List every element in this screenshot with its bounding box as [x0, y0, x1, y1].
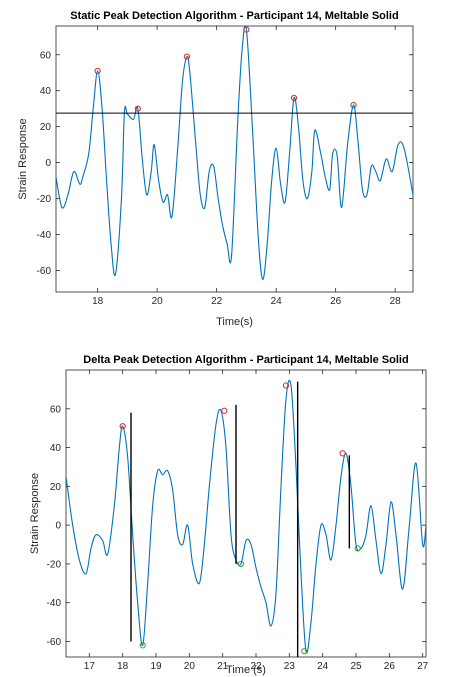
peak-marker	[134, 105, 141, 112]
strain-series-line	[56, 26, 413, 280]
y-tick-label: 20	[40, 122, 52, 133]
y-tick-label: 40	[40, 86, 52, 97]
y-tick-label: 40	[50, 443, 62, 454]
x-tick-label: 23	[284, 661, 296, 672]
x-tick-label: 19	[150, 661, 162, 672]
y-tick-label: 60	[50, 404, 62, 415]
y-tick-label: -60	[47, 637, 62, 648]
x-tick-label: 26	[330, 296, 342, 307]
peak-marker	[183, 53, 190, 60]
peak-marker	[282, 382, 290, 389]
x-tick-label: 22	[211, 296, 223, 307]
y-tick-label: -20	[37, 194, 52, 205]
plot-area	[65, 369, 427, 658]
peak-marker	[350, 101, 357, 109]
x-tick-label: 18	[92, 296, 104, 307]
chart-title: Delta Peak Detection Algorithm - Partici…	[83, 354, 408, 366]
peak-marker	[339, 450, 346, 457]
x-tick-label: 25	[350, 661, 362, 672]
x-tick-label: 28	[390, 296, 402, 307]
plot-content	[66, 379, 426, 657]
trough-marker	[237, 560, 245, 568]
strain-series-line	[66, 379, 426, 654]
x-tick-label: 20	[184, 661, 196, 672]
y-axis-label: Strain Response	[17, 118, 29, 199]
y-tick-label: 20	[50, 482, 62, 493]
x-tick-label: 22	[250, 661, 262, 672]
trough-marker	[301, 648, 308, 655]
x-tick-label: 27	[417, 661, 429, 672]
peak-marker	[94, 67, 101, 75]
y-tick-label: -20	[47, 559, 62, 570]
peak-marker	[290, 94, 298, 101]
peak-marker	[243, 26, 250, 33]
x-axis-label: Time(s)	[216, 316, 253, 328]
y-tick-label: 0	[45, 158, 51, 169]
delta-peak-chart: Delta Peak Detection Algorithm - Partici…	[29, 354, 429, 676]
plot-content	[56, 26, 413, 280]
y-tick-label: -60	[37, 266, 52, 277]
x-tick-label: 24	[271, 296, 283, 307]
static-peak-chart: Static Peak Detection Algorithm - Partic…	[17, 10, 414, 328]
peak-marker	[119, 423, 126, 430]
chart-title: Static Peak Detection Algorithm - Partic…	[70, 10, 398, 22]
y-tick-label: -40	[47, 598, 62, 609]
x-tick-label: 21	[217, 661, 229, 672]
x-tick-label: 18	[117, 661, 129, 672]
y-tick-label: 0	[55, 521, 61, 532]
y-tick-label: -40	[37, 230, 52, 241]
plot-area	[55, 25, 414, 293]
x-axis-label: Time (s)	[226, 664, 266, 676]
x-tick-label: 20	[152, 296, 164, 307]
y-axis-label: Strain Response	[29, 473, 41, 554]
x-tick-label: 24	[317, 661, 329, 672]
trough-marker	[354, 545, 361, 552]
peak-marker	[221, 407, 228, 414]
x-tick-label: 17	[84, 661, 96, 672]
trough-marker	[139, 642, 146, 649]
y-tick-label: 60	[40, 50, 52, 61]
x-tick-label: 26	[384, 661, 396, 672]
